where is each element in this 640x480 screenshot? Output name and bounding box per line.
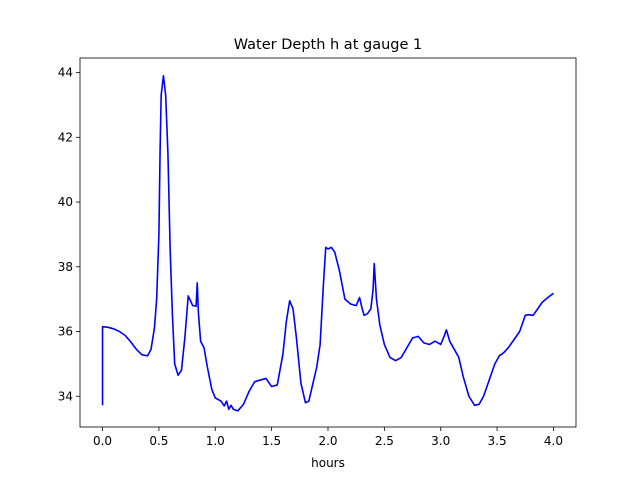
y-tick-label: 36 xyxy=(58,325,73,339)
x-axis: 0.0 0.5 1.0 1.5 2.0 2.5 3.0 3.5 4.0 xyxy=(93,427,563,448)
y-tick-label: 42 xyxy=(58,130,73,144)
x-tick-label: 0.5 xyxy=(149,434,168,448)
series-line-0 xyxy=(101,75,554,412)
y-tick-label: 38 xyxy=(58,260,73,274)
plot-area xyxy=(101,75,554,412)
x-tick-label: 2.5 xyxy=(375,434,394,448)
x-tick-label: 2.0 xyxy=(318,434,337,448)
x-tick-label: 3.0 xyxy=(431,434,450,448)
x-tick-label: 3.5 xyxy=(488,434,507,448)
y-tick-label: 40 xyxy=(58,195,73,209)
y-tick-label: 34 xyxy=(58,389,73,403)
chart-title: Water Depth h at gauge 1 xyxy=(234,37,422,53)
y-axis: 34 36 38 40 42 44 xyxy=(58,66,80,403)
axes-frame xyxy=(79,57,577,428)
x-axis-label: hours xyxy=(311,456,345,470)
x-tick-label: 4.0 xyxy=(544,434,563,448)
x-tick-label: 1.0 xyxy=(206,434,225,448)
y-tick-label: 44 xyxy=(58,66,73,80)
x-tick-label: 1.5 xyxy=(262,434,281,448)
x-tick-label: 0.0 xyxy=(93,434,112,448)
